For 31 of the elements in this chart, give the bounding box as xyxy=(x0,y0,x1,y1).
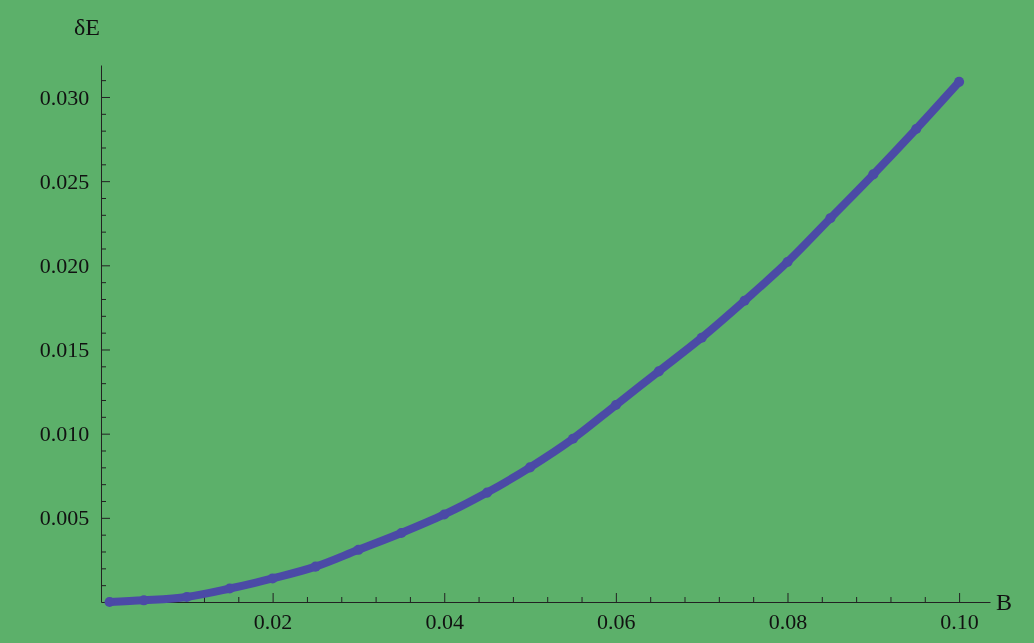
y-tick-label: 0.030 xyxy=(39,84,90,110)
x-tick-label: 0.08 xyxy=(768,609,808,635)
point xyxy=(911,123,922,134)
y-tick-label: 0.015 xyxy=(39,337,90,363)
y-tick-label: 0.005 xyxy=(39,505,90,531)
x-tick-label: 0.06 xyxy=(597,609,636,635)
x-axis-title: B xyxy=(996,589,1013,615)
point xyxy=(396,527,407,539)
point xyxy=(868,169,879,180)
point xyxy=(439,509,450,520)
point xyxy=(739,295,750,306)
point xyxy=(825,213,836,224)
point xyxy=(482,487,493,498)
x-tick-label: 0.02 xyxy=(253,609,293,635)
point xyxy=(610,400,621,411)
point xyxy=(567,433,579,444)
point xyxy=(525,462,536,473)
y-tick-label: 0.020 xyxy=(39,252,90,278)
y-axis-title: δE xyxy=(74,14,100,40)
point xyxy=(696,332,707,343)
point xyxy=(267,573,278,584)
point xyxy=(224,583,235,594)
point xyxy=(653,366,664,377)
x-tick-label: 0.04 xyxy=(425,609,464,635)
point xyxy=(310,561,321,572)
y-tick-label: 0.025 xyxy=(39,168,90,194)
x-tick-label: 0.10 xyxy=(940,609,979,635)
point xyxy=(782,256,793,267)
point xyxy=(954,76,965,87)
point xyxy=(353,544,364,555)
y-tick-label: 0.010 xyxy=(39,421,90,447)
